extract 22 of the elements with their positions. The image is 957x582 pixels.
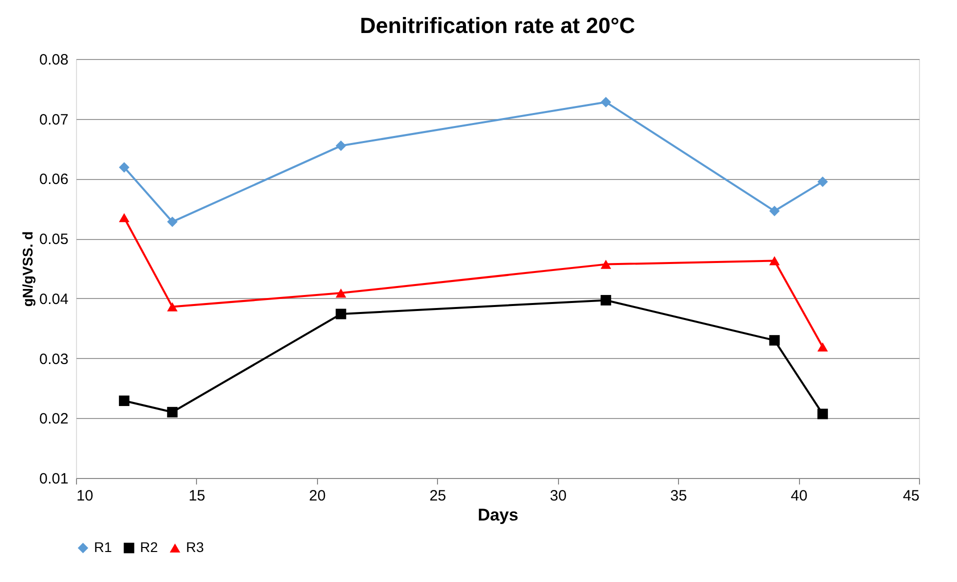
x-tick-label: 30 (550, 488, 567, 504)
legend-label: R2 (140, 539, 158, 555)
y-tick-label: 0.05 (39, 231, 68, 248)
y-axis-title: gN/gVSS. d (19, 231, 36, 307)
x-tick-label: 45 (902, 488, 920, 504)
x-tick-label: 10 (76, 488, 94, 504)
x-tick-label: 15 (188, 488, 206, 504)
legend-label: R1 (94, 539, 112, 555)
y-tick-label: 0.08 (39, 52, 68, 68)
x-tick-label: 40 (790, 488, 808, 504)
y-tick-label: 0.03 (39, 350, 68, 368)
y-tick-label: 0.07 (39, 111, 68, 128)
y-tick-label: 0.02 (39, 410, 68, 428)
y-tick-label: 0.04 (39, 290, 68, 308)
y-tick-label: 0.01 (39, 470, 68, 488)
chart-title: Denitrification rate at 20°C (360, 13, 636, 38)
y-tick-label: 0.06 (39, 171, 68, 188)
x-tick-label: 25 (429, 488, 446, 504)
x-tick-label: 20 (309, 488, 326, 504)
legend-label: R3 (186, 539, 204, 555)
x-axis-title: Days (478, 506, 518, 524)
x-tick-label: 35 (670, 488, 687, 504)
